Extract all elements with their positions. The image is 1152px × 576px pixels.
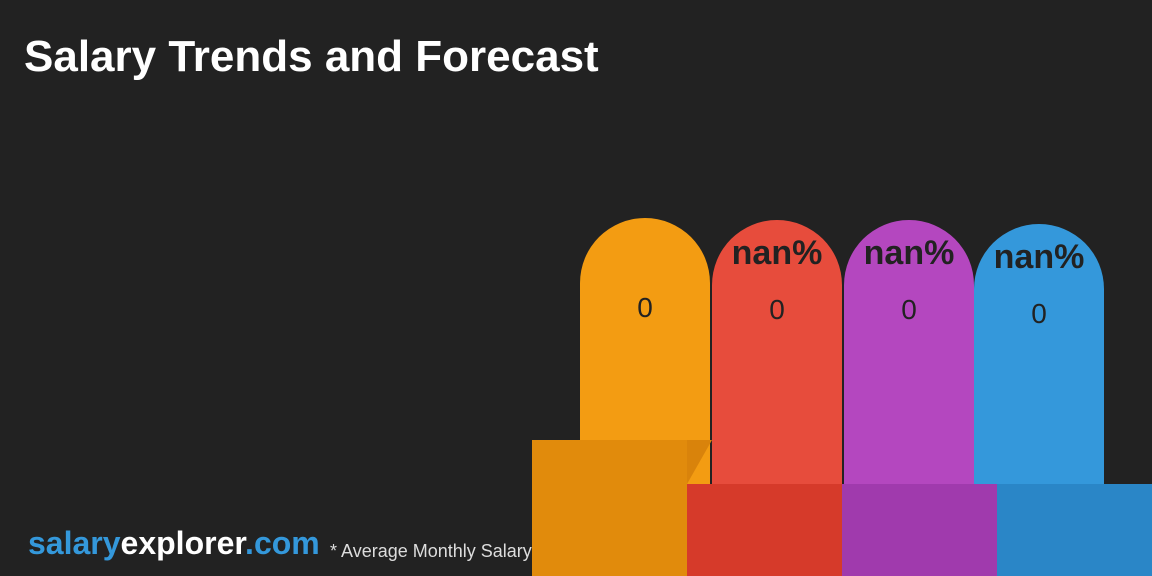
logo-part-dotcom: .com	[245, 525, 320, 561]
chart-base	[687, 484, 842, 576]
brand-logo: salaryexplorer.com	[28, 525, 320, 562]
logo-part-explorer: explorer	[121, 525, 246, 561]
salary-chart: 0nan%0nan%0nan%0	[532, 176, 1152, 576]
chart-base	[532, 440, 687, 576]
chart-value-label: 0	[844, 294, 974, 326]
chart-value-label: 0	[974, 298, 1104, 330]
chart-pct-label: nan%	[712, 234, 842, 273]
chart-pct-label: nan%	[844, 234, 974, 273]
chart-value-label: 0	[712, 294, 842, 326]
chart-wedge	[687, 440, 712, 484]
chart-base	[842, 484, 997, 576]
chart-title: Salary Trends and Forecast	[24, 32, 599, 82]
chart-pct-label: nan%	[974, 238, 1104, 277]
chart-value-label: 0	[580, 292, 710, 324]
logo-part-salary: salary	[28, 525, 121, 561]
chart-base	[997, 484, 1152, 576]
footnote: * Average Monthly Salary	[330, 541, 532, 562]
